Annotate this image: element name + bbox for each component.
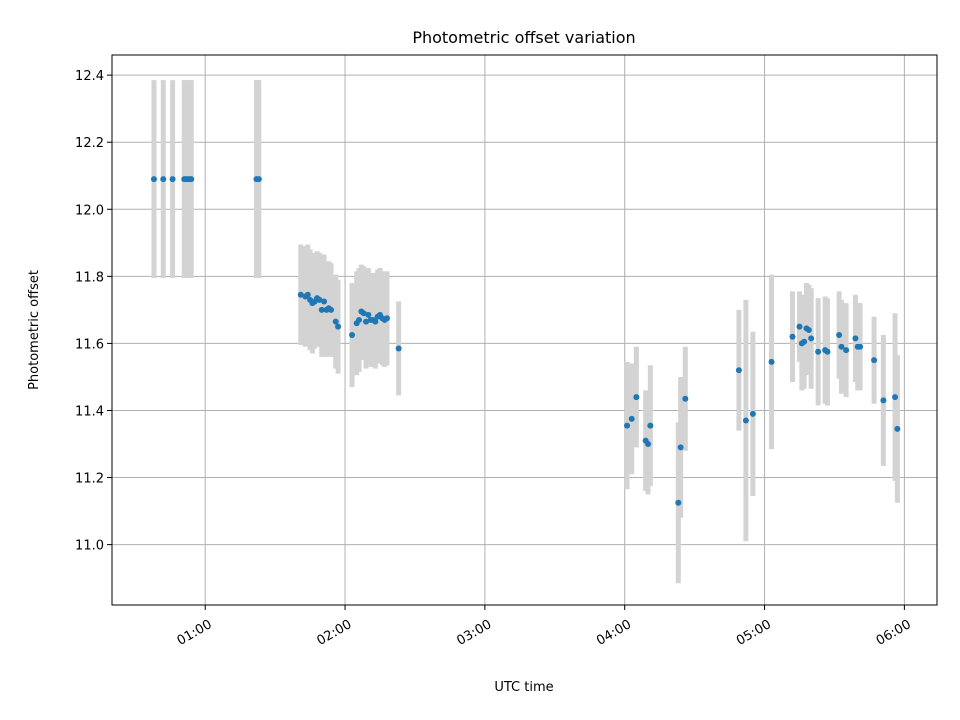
data-point — [742, 417, 749, 424]
x-tick-label: 04:00 — [594, 617, 634, 649]
data-point — [363, 318, 370, 325]
data-point — [836, 332, 843, 339]
data-point — [316, 296, 323, 303]
data-point — [318, 306, 325, 313]
data-point — [360, 310, 367, 317]
data-point — [150, 176, 157, 183]
x-tick-label: 01:00 — [175, 617, 215, 649]
data-point — [624, 422, 631, 429]
y-tick-label: 11.0 — [75, 539, 104, 554]
x-tick-label: 03:00 — [454, 617, 494, 649]
data-point — [824, 348, 831, 355]
data-point — [857, 343, 864, 350]
chart-title: Photometric offset variation — [412, 28, 635, 47]
data-point — [815, 348, 822, 355]
x-tick-label: 06:00 — [874, 617, 914, 649]
data-point — [675, 499, 682, 506]
data-point — [801, 338, 808, 345]
y-tick-label: 11.8 — [75, 270, 104, 285]
data-point — [871, 357, 878, 364]
data-point — [645, 441, 652, 448]
errorbars — [151, 80, 900, 584]
data-point — [395, 345, 402, 352]
data-point — [647, 422, 654, 429]
grid — [112, 55, 937, 605]
data-point — [372, 318, 379, 325]
y-tick-label: 11.2 — [75, 472, 104, 487]
data-point — [356, 316, 363, 323]
data-point — [805, 327, 812, 333]
data-point — [332, 318, 339, 325]
data-point — [169, 176, 176, 183]
data-point — [749, 410, 756, 417]
data-point — [796, 323, 803, 330]
data-point — [160, 176, 167, 183]
data-point — [384, 315, 390, 322]
data-point — [304, 291, 311, 298]
data-point — [297, 291, 304, 298]
data-point — [843, 347, 850, 354]
data-point — [677, 444, 684, 451]
y-tick-label: 11.4 — [75, 404, 104, 419]
data-point — [735, 367, 742, 374]
data-point — [365, 311, 372, 318]
x-tick-label: 02:00 — [315, 617, 355, 649]
x-axis-label: UTC time — [494, 680, 553, 695]
y-tick-label: 12.0 — [75, 203, 104, 218]
data-point — [628, 415, 635, 422]
data-point — [682, 395, 689, 402]
y-axis-ticks: 11.0 11.2 11.4 11.6 11.8 12.0 12.2 12.4 — [75, 69, 112, 554]
data-point — [852, 335, 859, 342]
x-tick-label: 05:00 — [734, 617, 774, 649]
data-point — [892, 394, 899, 401]
data-point — [838, 343, 845, 350]
y-axis-label: Photometric offset — [27, 270, 42, 390]
data-point — [808, 335, 815, 342]
data-points — [150, 176, 901, 506]
y-tick-label: 12.2 — [75, 136, 104, 151]
data-point — [255, 176, 262, 183]
data-point — [349, 332, 356, 339]
data-point — [894, 425, 901, 432]
data-point — [328, 306, 335, 313]
x-axis-ticks: 01:00 02:00 03:00 04:00 05:00 06:00 — [175, 605, 914, 649]
data-point — [633, 394, 640, 401]
data-point — [768, 358, 775, 365]
y-tick-label: 11.6 — [75, 337, 104, 352]
plot-frame — [111, 54, 938, 606]
y-tick-label: 12.4 — [75, 69, 104, 84]
data-point — [789, 333, 796, 340]
data-point — [321, 298, 328, 305]
data-point — [335, 323, 342, 330]
data-point — [880, 397, 887, 404]
data-point — [188, 176, 195, 183]
